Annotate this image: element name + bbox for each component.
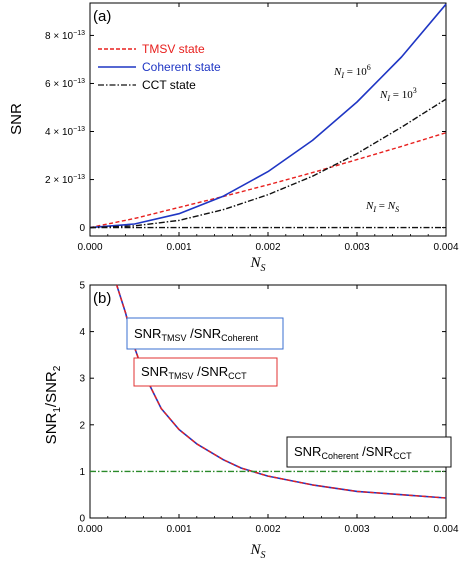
legend-tmsv-label: TMSV state	[142, 42, 205, 56]
panel-b-series	[90, 284, 447, 499]
x-tick-label: 0.004	[433, 242, 458, 253]
x-tick-label: 0.002	[255, 242, 280, 253]
panel-a-y-axis-title: SNR	[8, 103, 25, 135]
y-tick-label: 2	[79, 420, 85, 431]
y-tick-label: 2 × 10−13	[45, 174, 85, 186]
panel-a-series	[89, 3, 447, 229]
y-tick-label: 3	[79, 374, 85, 385]
x-tick-label: 0.000	[77, 242, 102, 253]
series-line-coherent-state	[89, 3, 447, 229]
annotation-ni-ns: NI = NS	[365, 200, 399, 214]
x-tick-label: 0.001	[166, 242, 191, 253]
panel-a: (a) 0 2 × 10−13 4 × 10−13 6 × 10−13 8 × 10−1…	[8, 2, 459, 274]
ratio-box-coherent-cct-border	[286, 436, 452, 468]
panel-b: (b) 0 1 2 3 4 5 0.000 0.001 0.002 0.003 0.004 SNR…	[43, 281, 459, 562]
ratio-box-tmsv-cct: SNRTMSV /SNRCCT	[133, 357, 278, 387]
panel-b-y-axis-title: SNR1/SNR2	[43, 365, 63, 444]
ratio-box-tmsv-cct-label: SNRTMSV /SNRCCT	[141, 364, 247, 381]
y-tick-label: 4 × 10−13	[45, 126, 85, 138]
y-tick-label: 0	[79, 514, 85, 525]
x-tick-label: 0.001	[166, 524, 191, 535]
series-line-curve-1	[116, 284, 447, 499]
legend-coherent-label: Coherent state	[142, 60, 221, 74]
annotation-ni-1e6: NI = 106	[333, 63, 371, 80]
panel-b-tag: (b)	[93, 290, 111, 307]
x-tick-label: 0.002	[255, 524, 280, 535]
series-line-cct-state	[89, 98, 447, 229]
y-tick-label: 6 × 10−13	[45, 78, 85, 90]
panel-b-x-ticks: 0.000 0.001 0.002 0.003 0.004	[77, 285, 459, 535]
ratio-box-tmsv-coherent: SNRTMSV /SNRCoherent	[126, 317, 284, 350]
ratio-box-coherent-cct-label: SNRCoherent /SNRCCT	[294, 444, 412, 461]
ratio-box-tmsv-coherent-border	[126, 317, 284, 350]
panel-a-x-ticks: 0.000 0.001 0.002 0.003 0.004	[77, 3, 459, 253]
x-tick-label: 0.004	[433, 524, 458, 535]
panel-a-tag: (a)	[93, 8, 111, 25]
panel-b-y-ticks: 0 1 2 3 4 5	[79, 281, 446, 525]
panel-a-x-axis-title: NS	[249, 255, 265, 274]
legend-cct-label: CCT state	[142, 78, 196, 92]
x-tick-label: 0.003	[344, 524, 369, 535]
y-tick-label: 4	[79, 327, 85, 338]
ratio-box-tmsv-coherent-label: SNRTMSV /SNRCoherent	[134, 326, 259, 343]
ratio-box-tmsv-cct-border	[133, 357, 278, 387]
y-tick-label: 8 × 10−13	[45, 30, 85, 42]
x-tick-label: 0.003	[344, 242, 369, 253]
panel-a-legend: TMSV state Coherent state CCT state	[98, 42, 221, 92]
y-tick-label: 5	[79, 281, 85, 292]
y-tick-label: 0	[79, 223, 85, 234]
y-tick-label: 1	[79, 467, 85, 478]
annotation-ni-1e3: NI = 103	[379, 86, 417, 103]
panel-a-y-ticks: 0 2 × 10−13 4 × 10−13 6 × 10−13 8 × 10−13	[45, 30, 446, 234]
series-line-tmsv-state	[89, 132, 447, 229]
panel-b-x-axis-title: NS	[249, 542, 265, 561]
x-tick-label: 0.000	[77, 524, 102, 535]
ratio-box-coherent-cct: SNRCoherent /SNRCCT	[286, 436, 452, 468]
